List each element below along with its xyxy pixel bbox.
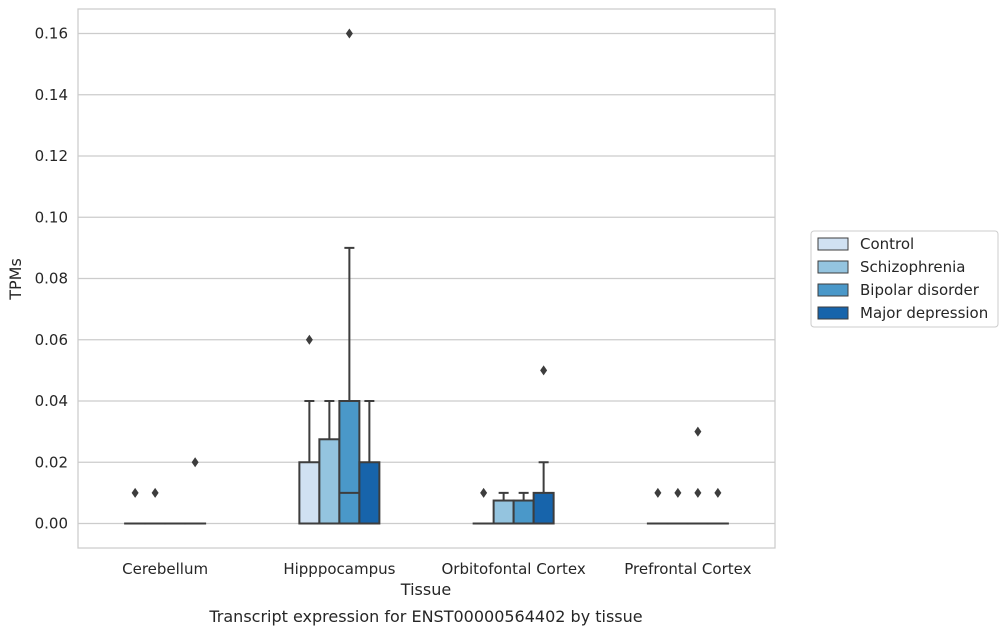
box-plot-marks <box>124 28 729 525</box>
legend-label: Schizophrenia <box>860 258 965 276</box>
legend-label: Bipolar disorder <box>860 281 980 299</box>
y-axis-label: TPMs <box>6 258 25 301</box>
legend-swatch <box>817 283 849 297</box>
box-bipolar-disorder <box>512 491 535 525</box>
box-major-depression <box>358 400 381 525</box>
plot-frame <box>77 8 776 549</box>
x-tick-label: Orbitofontal Cortex <box>442 560 586 578</box>
box-major-depression <box>706 487 729 525</box>
y-tick-label: 0.12 <box>35 147 68 165</box>
box-iqr <box>338 400 361 525</box>
outlier-point <box>131 487 139 498</box>
y-tick-label: 0.02 <box>35 453 68 471</box>
box-major-depression <box>184 457 207 525</box>
legend-swatch <box>817 260 849 274</box>
outlier-point <box>191 457 199 468</box>
x-tick-label: Prefrontal Cortex <box>624 560 751 578</box>
x-axis-label: Tissue <box>400 580 451 599</box>
box-major-depression <box>532 365 555 525</box>
outlier-point <box>480 487 488 498</box>
outlier-point <box>540 365 548 376</box>
box-iqr <box>358 461 381 525</box>
outlier-point <box>654 487 662 498</box>
y-tick-label: 0.00 <box>35 515 68 533</box>
y-tick-label: 0.08 <box>35 270 68 288</box>
box-iqr <box>492 499 515 525</box>
box-schizophrenia <box>492 491 515 525</box>
outlier-point <box>694 426 702 437</box>
y-tick-label: 0.14 <box>35 86 68 104</box>
legend-swatch <box>817 306 849 320</box>
y-tick-label: 0.10 <box>35 208 68 226</box>
outlier-point <box>151 487 159 498</box>
outlier-point <box>714 487 722 498</box>
box-control <box>646 487 669 525</box>
box-bipolar-disorder <box>686 426 709 525</box>
legend-label: Major depression <box>860 304 988 322</box>
y-tick-label: 0.04 <box>35 392 68 410</box>
chart-caption: Transcript expression for ENST0000056440… <box>208 607 642 626</box>
outlier-point <box>305 334 313 345</box>
legend: Control Schizophrenia Bipolar disorder Majo… <box>810 230 999 328</box>
y-tick-label: 0.06 <box>35 331 68 349</box>
box-iqr <box>298 461 321 525</box>
legend-label: Control <box>860 235 914 253</box>
x-tick-label: Cerebellum <box>122 560 208 578</box>
x-tick-label: Hipppocampus <box>283 560 395 578</box>
outlier-point <box>694 487 702 498</box>
y-tick-label: 0.16 <box>35 25 68 43</box>
box-iqr <box>318 438 341 525</box>
legend-swatch <box>817 237 849 251</box>
y-tick-labels: 0.00 0.02 0.04 0.06 0.08 0.10 0.12 0.14 0.16 <box>35 25 68 533</box>
box-control <box>298 334 321 525</box>
box-iqr <box>532 491 555 525</box>
outlier-point <box>345 28 353 39</box>
x-tick-labels: Cerebellum Hipppocampus Orbitofontal Corte… <box>122 560 751 578</box>
box-iqr <box>512 499 535 525</box>
box-schizophrenia <box>666 487 689 525</box>
legend-frame <box>810 230 999 328</box>
outlier-point <box>674 487 682 498</box>
